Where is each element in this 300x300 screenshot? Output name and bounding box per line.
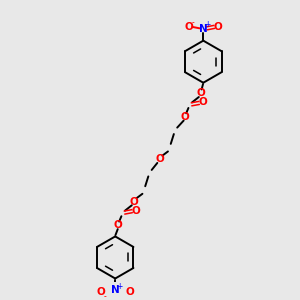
Text: -: - (103, 292, 106, 300)
Text: O: O (130, 197, 138, 207)
Text: O: O (114, 220, 122, 230)
Text: O: O (197, 88, 206, 98)
Text: O: O (184, 22, 193, 32)
Text: O: O (155, 154, 164, 164)
Text: N: N (111, 285, 120, 295)
Text: O: O (214, 22, 222, 32)
Text: O: O (125, 287, 134, 297)
Text: +: + (204, 20, 210, 29)
Text: O: O (96, 287, 105, 297)
Text: N: N (199, 24, 208, 34)
Text: +: + (116, 282, 122, 291)
Text: -: - (191, 18, 194, 27)
Text: O: O (181, 112, 189, 122)
Text: O: O (198, 98, 207, 107)
Text: O: O (131, 206, 140, 216)
